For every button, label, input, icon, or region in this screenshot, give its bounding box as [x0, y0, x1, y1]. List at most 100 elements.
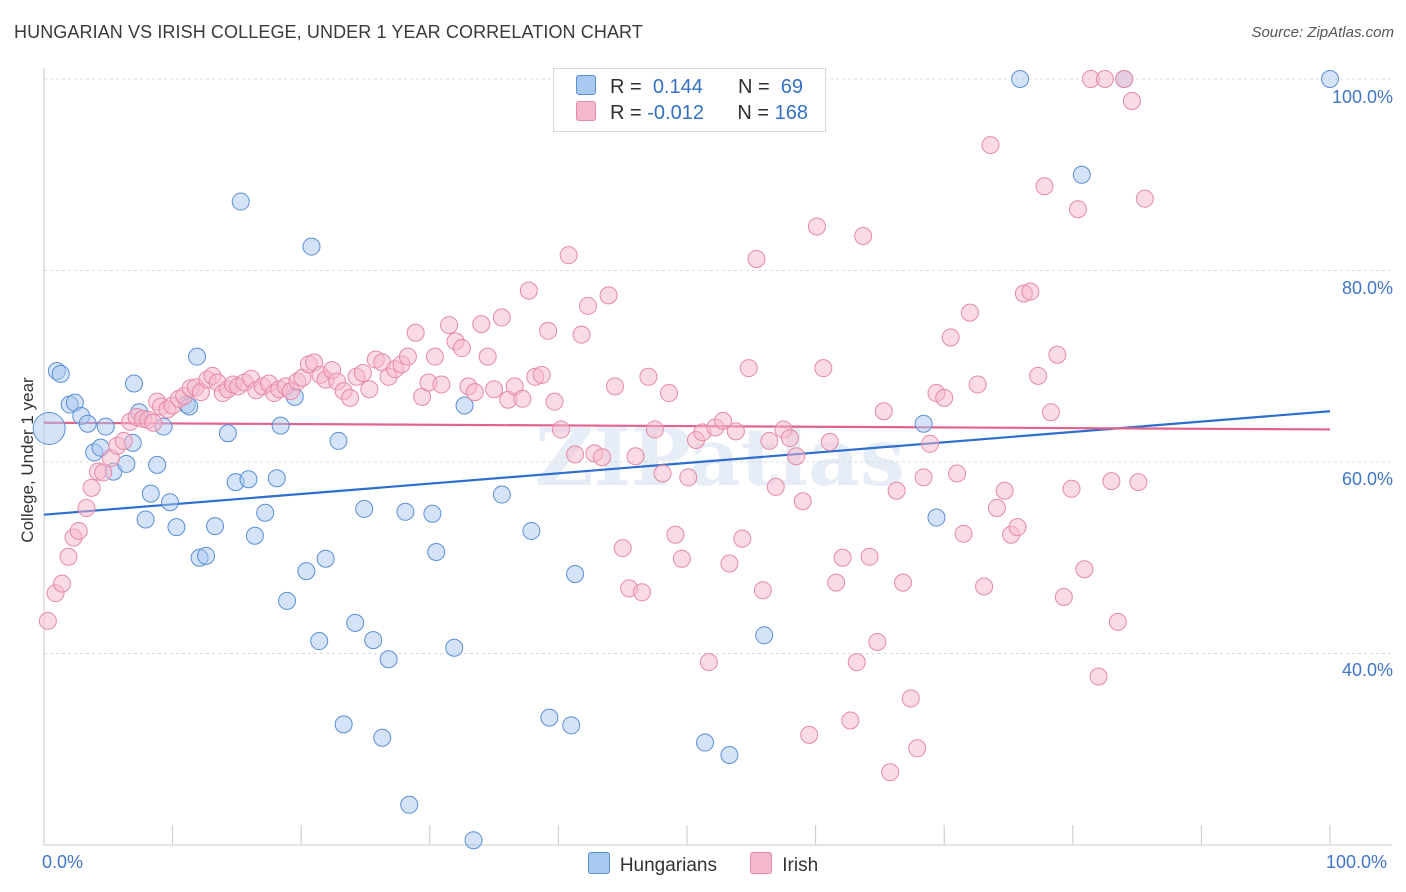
data-point-hungarians — [245, 526, 264, 545]
y-tick-label-100: 100.0% — [1331, 87, 1393, 107]
data-point-irish — [613, 539, 632, 558]
data-point-irish — [766, 477, 785, 496]
data-point-irish — [987, 498, 1006, 517]
data-point-hungarians — [379, 650, 398, 669]
data-point-hungarians — [696, 733, 715, 752]
data-point-hungarians — [218, 424, 237, 443]
data-point-hungarians — [396, 502, 415, 521]
data-point-irish — [425, 347, 444, 366]
legend-swatch-hungarians — [576, 75, 596, 95]
data-point-hungarians — [51, 364, 70, 383]
legend-row-irish: R = -0.012 N = 168 — [576, 101, 808, 127]
data-point-irish — [901, 689, 920, 708]
data-point-hungarians — [464, 831, 483, 850]
data-point-hungarians — [197, 546, 216, 565]
data-point-hungarians — [278, 591, 297, 610]
y-tick-label-80: 80.0% — [1341, 278, 1393, 298]
data-point-irish — [360, 380, 379, 399]
data-point-hungarians — [96, 417, 115, 436]
bottom-legend-hungarians: Hungarians — [587, 852, 717, 877]
data-point-irish — [739, 359, 758, 378]
data-point-hungarians — [914, 414, 933, 433]
data-point-irish — [1054, 588, 1073, 607]
data-point-hungarians — [445, 638, 464, 657]
data-point-irish — [599, 286, 618, 305]
data-point-hungarians — [329, 431, 348, 450]
data-point-hungarians — [400, 795, 419, 814]
data-point-irish — [699, 653, 718, 672]
data-point-irish — [914, 468, 933, 487]
legend-r-label: R = — [610, 102, 642, 124]
data-point-irish — [720, 554, 739, 573]
legend-swatch-irish — [576, 101, 596, 121]
data-point-irish — [807, 217, 826, 236]
data-point-irish — [827, 573, 846, 592]
data-point-irish — [726, 422, 745, 441]
data-point-hungarians — [427, 543, 446, 562]
data-point-irish — [820, 432, 839, 451]
data-point-hungarians — [78, 414, 97, 433]
data-point-irish — [82, 478, 101, 497]
data-point-irish — [626, 447, 645, 466]
data-point-hungarians — [239, 470, 258, 489]
data-point-irish — [572, 325, 591, 344]
data-point-hungarians — [355, 499, 374, 518]
data-point-irish — [841, 711, 860, 730]
data-point-irish — [860, 547, 879, 566]
data-point-irish — [59, 547, 78, 566]
data-point-irish — [793, 492, 812, 511]
data-point-hungarians — [720, 745, 739, 764]
data-point-irish — [894, 573, 913, 592]
data-point-hungarians — [231, 192, 250, 211]
data-point-hungarians — [125, 374, 144, 393]
data-point-irish — [1108, 612, 1127, 631]
data-point-irish — [1062, 479, 1081, 498]
data-point-irish — [833, 548, 852, 567]
bottom-legend-swatch-irish — [750, 852, 773, 874]
data-point-irish — [632, 583, 651, 602]
data-point-irish — [747, 250, 766, 269]
data-point-irish — [69, 521, 88, 540]
bottom-legend-label-irish: Irish — [782, 855, 819, 876]
data-point-hungarians — [167, 518, 186, 537]
data-point-hungarians — [271, 416, 290, 435]
data-point-irish — [1115, 70, 1134, 88]
data-point-irish — [452, 339, 471, 358]
data-point-irish — [1102, 472, 1121, 491]
source-label: Source: ZipAtlas.com — [1251, 24, 1394, 41]
data-point-irish — [559, 246, 578, 265]
data-point-irish — [144, 413, 163, 432]
data-point-hungarians — [316, 549, 335, 568]
data-point-hungarians — [492, 485, 511, 504]
data-point-irish — [666, 525, 685, 544]
data-point-irish — [77, 498, 96, 517]
data-point-irish — [472, 315, 491, 334]
trend-line-irish — [43, 421, 1331, 431]
data-point-hungarians — [141, 484, 160, 503]
x-tick-label-min: 0.0% — [42, 852, 84, 872]
data-point-hungarians — [148, 455, 167, 474]
data-point-irish — [1041, 403, 1060, 422]
y-tick-label-40: 40.0% — [1341, 660, 1393, 680]
data-point-irish — [406, 323, 425, 342]
data-point-irish — [1095, 70, 1114, 88]
data-point-irish — [551, 420, 570, 439]
data-point-irish — [941, 328, 960, 347]
legend-n-value-hungarians: 69 — [780, 76, 803, 98]
data-point-irish — [1008, 518, 1027, 537]
bottom-legend-irish: Irish — [750, 852, 818, 877]
data-point-hungarians — [364, 631, 383, 650]
data-point-irish — [800, 725, 819, 744]
data-point-irish — [605, 377, 624, 396]
data-point-hungarians — [136, 510, 155, 529]
data-point-irish — [868, 633, 887, 652]
data-point-irish — [975, 577, 994, 596]
data-point-irish — [645, 420, 664, 439]
data-point-hungarians — [566, 565, 585, 584]
data-point-irish — [1029, 366, 1048, 385]
data-point-irish — [513, 389, 532, 408]
data-point-hungarians — [188, 347, 207, 366]
data-point-irish — [948, 464, 967, 483]
data-point-irish — [440, 316, 459, 335]
